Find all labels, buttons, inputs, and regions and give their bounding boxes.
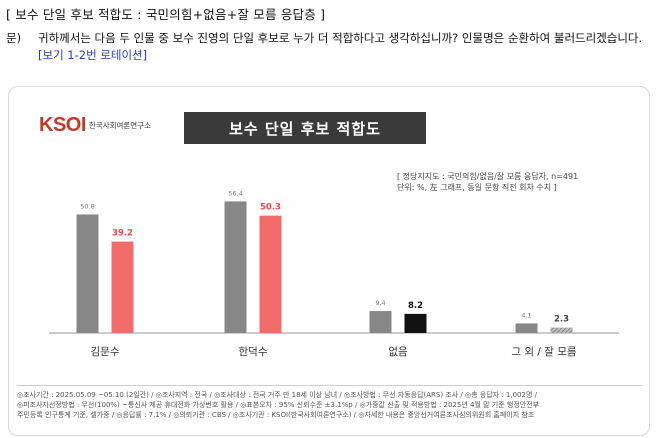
question-text: 귀하께서는 다음 두 인물 중 보수 진영의 단일 후보로 누가 더 적합하다고…: [38, 31, 643, 45]
meta-line-1: [ 정당지지도 : 국민의힘/없음/잘 모름 응답자, n=491: [397, 172, 579, 181]
logo-mark: KSOI: [39, 114, 86, 136]
chart-card: KSOI 한국사회여론연구소 보수 단일 후보 적합도 [ 정당지지도 : 국민…: [8, 86, 650, 436]
category-label-2: 없음: [388, 345, 408, 358]
footer-line-2: ◎피조사자선정방법 : 무선(100%) ~통신사 제공 휴대전화 가상번호 활…: [17, 401, 540, 409]
bar-current-2: [404, 313, 427, 333]
category-label-0: 김문수: [91, 346, 120, 358]
bar-previous-2: [369, 311, 392, 333]
footer-line-1: ◎조사기간 : 2025.05.09 ~05.10.(2일간) / ◎조사지역 …: [17, 391, 537, 399]
page-header: [ 보수 단일 후보 적합도 : 국민의힘+없음+잘 모름 응답층 ]: [6, 7, 326, 22]
bar-current-3: [550, 327, 573, 333]
label-previous-0: 50.8: [80, 202, 94, 210]
category-label-3: 그 외 / 잘 모름: [511, 346, 577, 358]
label-current-0: 39.2: [112, 229, 133, 239]
question-label: 문): [6, 31, 22, 45]
label-previous-1: 56.4: [228, 189, 242, 197]
question-text-wrap: 귀하께서는 다음 두 인물 중 보수 진영의 단일 후보로 누가 더 적합하다고…: [38, 30, 654, 64]
rotation-note: [보기 1-2번 로테이션]: [38, 48, 148, 62]
chart-title: 보수 단일 후보 적합도: [184, 112, 426, 144]
bar-current-1: [259, 215, 282, 333]
bar-previous-0: [76, 214, 99, 333]
label-previous-3: 4.1: [521, 311, 531, 319]
meta-line-2: 단위: %, 左 그래프, 동일 문항 직전 회차 수치 ]: [397, 183, 557, 192]
survey-footer: ◎조사기간 : 2025.05.09 ~05.10.(2일간) / ◎조사지역 …: [17, 385, 643, 420]
bar-previous-1: [224, 201, 247, 333]
label-current-3: 2.3: [554, 315, 569, 325]
category-label-1: 한덕수: [239, 346, 268, 358]
bar-current-0: [111, 241, 134, 333]
ksoi-logo: KSOI 한국사회여론연구소: [39, 114, 151, 137]
bar-chart: 50.8 39.2 김문수 56.4 50.3 한덕수 9.4 8.2 없음 4.1 2.3 그 외 …: [49, 189, 619, 358]
bar-previous-3: [515, 323, 538, 333]
footer-line-3: 주민등록 인구통계 기준, 셀가중 / ◎응답률 : 7.1% / ◎의뢰기관 …: [17, 411, 535, 419]
label-current-2: 8.2: [408, 301, 423, 311]
label-current-1: 50.3: [260, 203, 281, 213]
chart-meta: [ 정당지지도 : 국민의힘/없음/잘 모름 응답자, n=491 단위: %,…: [397, 171, 578, 193]
logo-org-name: 한국사회여론연구소: [88, 121, 152, 130]
label-previous-2: 9.4: [375, 299, 385, 307]
